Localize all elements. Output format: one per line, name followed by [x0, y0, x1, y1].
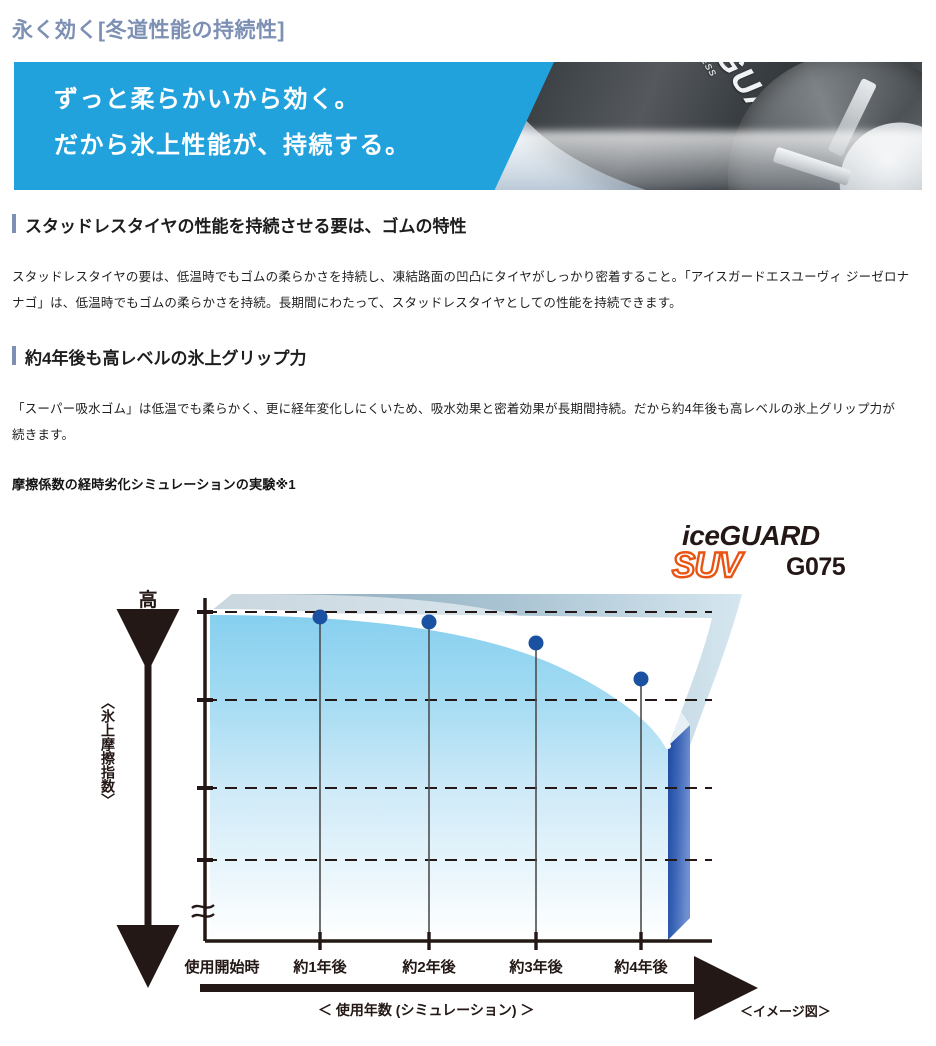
image-note-caption: ＜イメージ図＞	[740, 1004, 831, 1019]
data-point-1year	[312, 609, 328, 625]
chart-category-stems	[319, 615, 642, 940]
chart-gridlines	[205, 611, 712, 861]
hero-headline-line-2: だから氷上性能が、持続する。	[54, 132, 411, 159]
wheel-spoke	[827, 77, 878, 157]
y-axis-low-label: 低	[137, 940, 157, 963]
x-axis-caption: ＜ 使用年数 (シミュレーション) ＞	[318, 1002, 535, 1018]
hero-color-panel	[14, 62, 554, 190]
chart-axes	[191, 598, 712, 950]
y-axis-high-label: 高	[138, 588, 157, 611]
hero-headline: ずっと柔らかいから効く。 だから氷上性能が、持続する。	[54, 88, 411, 180]
y-axis-break-icon	[191, 904, 215, 918]
wheel-spoke	[772, 146, 852, 186]
section-body-grip-after-4years: 「スーパー吸水ゴム」は低温でも柔らかく、更に経年変化しにくいため、吸水効果と密着…	[12, 402, 896, 442]
x-label-start: 使用開始時	[183, 958, 259, 976]
y-axis-ticks	[197, 610, 213, 862]
x-label-2year: 約2年後	[401, 958, 456, 976]
chart-3d-block	[207, 594, 742, 940]
block-upper-wedge	[210, 594, 690, 746]
chart-svg: 高 低 〈氷上摩擦指数〉 使用開始時 約1年後 約2年後 約3年後 約4年後	[100, 588, 758, 1020]
x-label-1year: 約1年後	[292, 958, 347, 976]
product-logo: iceGUARD SUV G075	[671, 520, 872, 590]
x-label-3year: 約3年後	[508, 958, 563, 976]
data-point-3year	[528, 635, 544, 651]
page-title: 永く効く[冬道性能の持続性]	[12, 19, 285, 42]
section-heading-rubber-property: スタッドレスタイヤの性能を持続させる要は、ゴムの特性	[12, 212, 467, 237]
logo-model-text: G075	[786, 553, 846, 581]
x-label-4year: 約4年後	[613, 958, 668, 976]
section-body-rubber-property: スタッドレスタイヤの要は、低温時でもゴムの柔らかさを持続し、凍結路面の凹凸にタイ…	[12, 270, 910, 310]
friction-degradation-chart: 高 低 〈氷上摩擦指数〉 使用開始時 約1年後 約2年後 約3年後 約4年後	[0, 560, 936, 1046]
block-side-face	[668, 725, 690, 940]
x-axis-labels: 使用開始時 約1年後 約2年後 約3年後 約4年後	[183, 958, 668, 976]
y-axis-title: 〈氷上摩擦指数〉	[100, 695, 116, 807]
data-point-4year	[633, 671, 649, 687]
experiment-title: 摩擦係数の経時劣化シミュレーションの実験※1	[12, 477, 296, 492]
logo-suv-text: SUV	[671, 545, 743, 586]
x-axis-ticks	[318, 932, 643, 950]
block-front-face	[210, 612, 668, 940]
chart-captions: ＜ 使用年数 (シミュレーション) ＞ ＜イメージ図＞	[0, 1000, 936, 1030]
hero-banner: STUDLESS ice GUAR ずっと柔らかいから効く。 だから氷上性能が、…	[14, 62, 922, 190]
hero-headline-line-1: ずっと柔らかいから効く。	[54, 86, 360, 113]
chart-data-points	[312, 609, 649, 687]
section-heading-grip-after-4years: 約4年後も高レベルの氷上グリップ力	[12, 344, 306, 369]
logo-iceguard-text: iceGUARD	[682, 520, 820, 551]
data-point-2year	[421, 614, 437, 630]
